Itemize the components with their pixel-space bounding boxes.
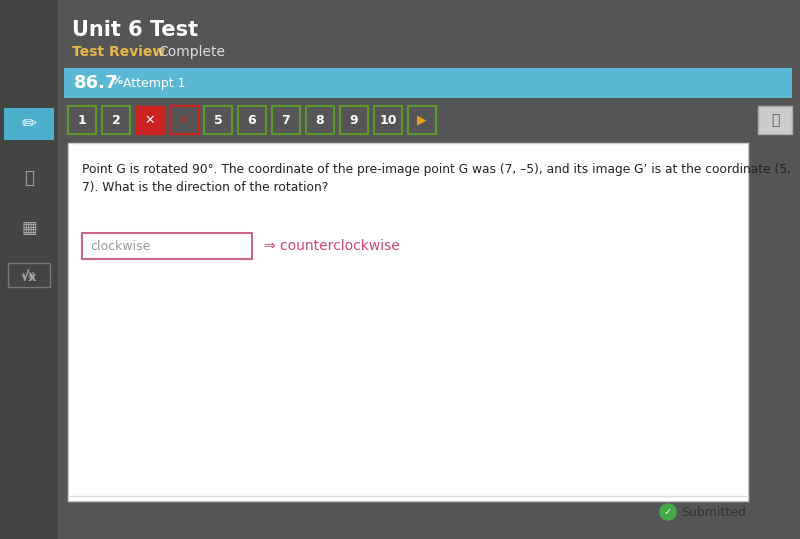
Bar — [272, 106, 300, 134]
Text: 5: 5 — [214, 114, 222, 127]
Text: ▶: ▶ — [417, 114, 427, 127]
Bar — [340, 106, 368, 134]
Text: 🎧: 🎧 — [24, 169, 34, 187]
Bar — [758, 106, 792, 134]
Text: Complete: Complete — [158, 45, 225, 59]
Text: ✕: ✕ — [145, 114, 155, 127]
Bar — [136, 106, 164, 134]
Text: 6: 6 — [248, 114, 256, 127]
Text: 2: 2 — [112, 114, 120, 127]
Text: 7: 7 — [282, 114, 290, 127]
Text: √x: √x — [21, 272, 38, 285]
Text: Test Review: Test Review — [72, 45, 166, 59]
Bar — [408, 106, 436, 134]
Bar — [374, 106, 402, 134]
Bar — [8, 263, 50, 287]
Text: 9: 9 — [350, 114, 358, 127]
Text: %: % — [112, 76, 123, 86]
Text: Attempt 1: Attempt 1 — [123, 77, 186, 89]
Text: ✕: ✕ — [178, 114, 190, 127]
Bar — [4, 108, 54, 140]
Text: 1: 1 — [78, 114, 86, 127]
Bar — [64, 68, 792, 98]
Bar — [0, 0, 58, 539]
Text: Submitted: Submitted — [681, 506, 746, 519]
Text: ▦: ▦ — [21, 219, 37, 237]
Bar — [204, 106, 232, 134]
Bar — [82, 233, 252, 259]
Bar — [306, 106, 334, 134]
Bar — [102, 106, 130, 134]
Text: ✏: ✏ — [22, 115, 37, 133]
Text: √x: √x — [22, 270, 36, 280]
Bar — [170, 106, 198, 134]
Text: Unit 6 Test: Unit 6 Test — [72, 20, 198, 40]
Circle shape — [660, 504, 676, 520]
Text: 10: 10 — [379, 114, 397, 127]
Text: 86.7: 86.7 — [74, 74, 118, 92]
Text: ✓: ✓ — [664, 507, 672, 517]
Text: Point G is rotated 90°. The coordinate of the pre-image point G was (7, –5), and: Point G is rotated 90°. The coordinate o… — [82, 162, 791, 176]
Text: ⇒ counterclockwise: ⇒ counterclockwise — [264, 239, 400, 253]
Bar — [238, 106, 266, 134]
Text: clockwise: clockwise — [90, 239, 150, 252]
Bar — [68, 106, 96, 134]
Bar — [68, 143, 748, 501]
Text: 8: 8 — [316, 114, 324, 127]
Text: 🔒: 🔒 — [771, 113, 779, 127]
Text: 7). What is the direction of the rotation?: 7). What is the direction of the rotatio… — [82, 181, 328, 194]
